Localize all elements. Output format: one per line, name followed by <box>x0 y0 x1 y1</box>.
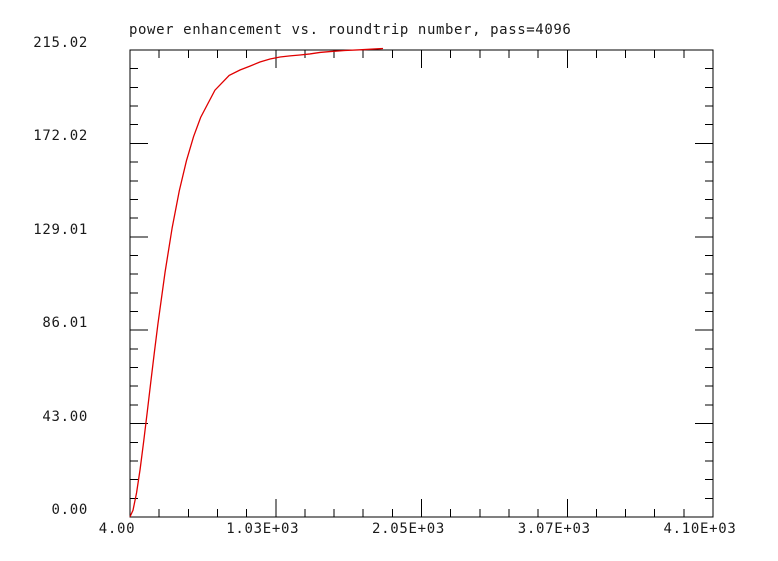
chart-title: power enhancement vs. roundtrip number, … <box>129 22 572 38</box>
series-curve <box>129 47 384 518</box>
y-tick-label: 172.02 <box>33 128 88 145</box>
x-tick-label: 4.10E+03 <box>663 521 737 537</box>
y-tick-label: 0.00 <box>51 502 88 518</box>
x-tick-label: 1.03E+03 <box>226 521 300 537</box>
y-tick-label: 215.02 <box>33 35 88 51</box>
y-tick-label: 86.01 <box>42 315 88 332</box>
x-tick-label: 4.00 <box>98 521 136 537</box>
y-tick-label: 43.00 <box>42 408 88 425</box>
x-tick-label: 2.05E+03 <box>371 521 446 537</box>
x-tick-label: 3.07E+03 <box>517 521 591 537</box>
y-tick-label: 129.01 <box>33 221 88 238</box>
plot-frame <box>129 49 714 518</box>
